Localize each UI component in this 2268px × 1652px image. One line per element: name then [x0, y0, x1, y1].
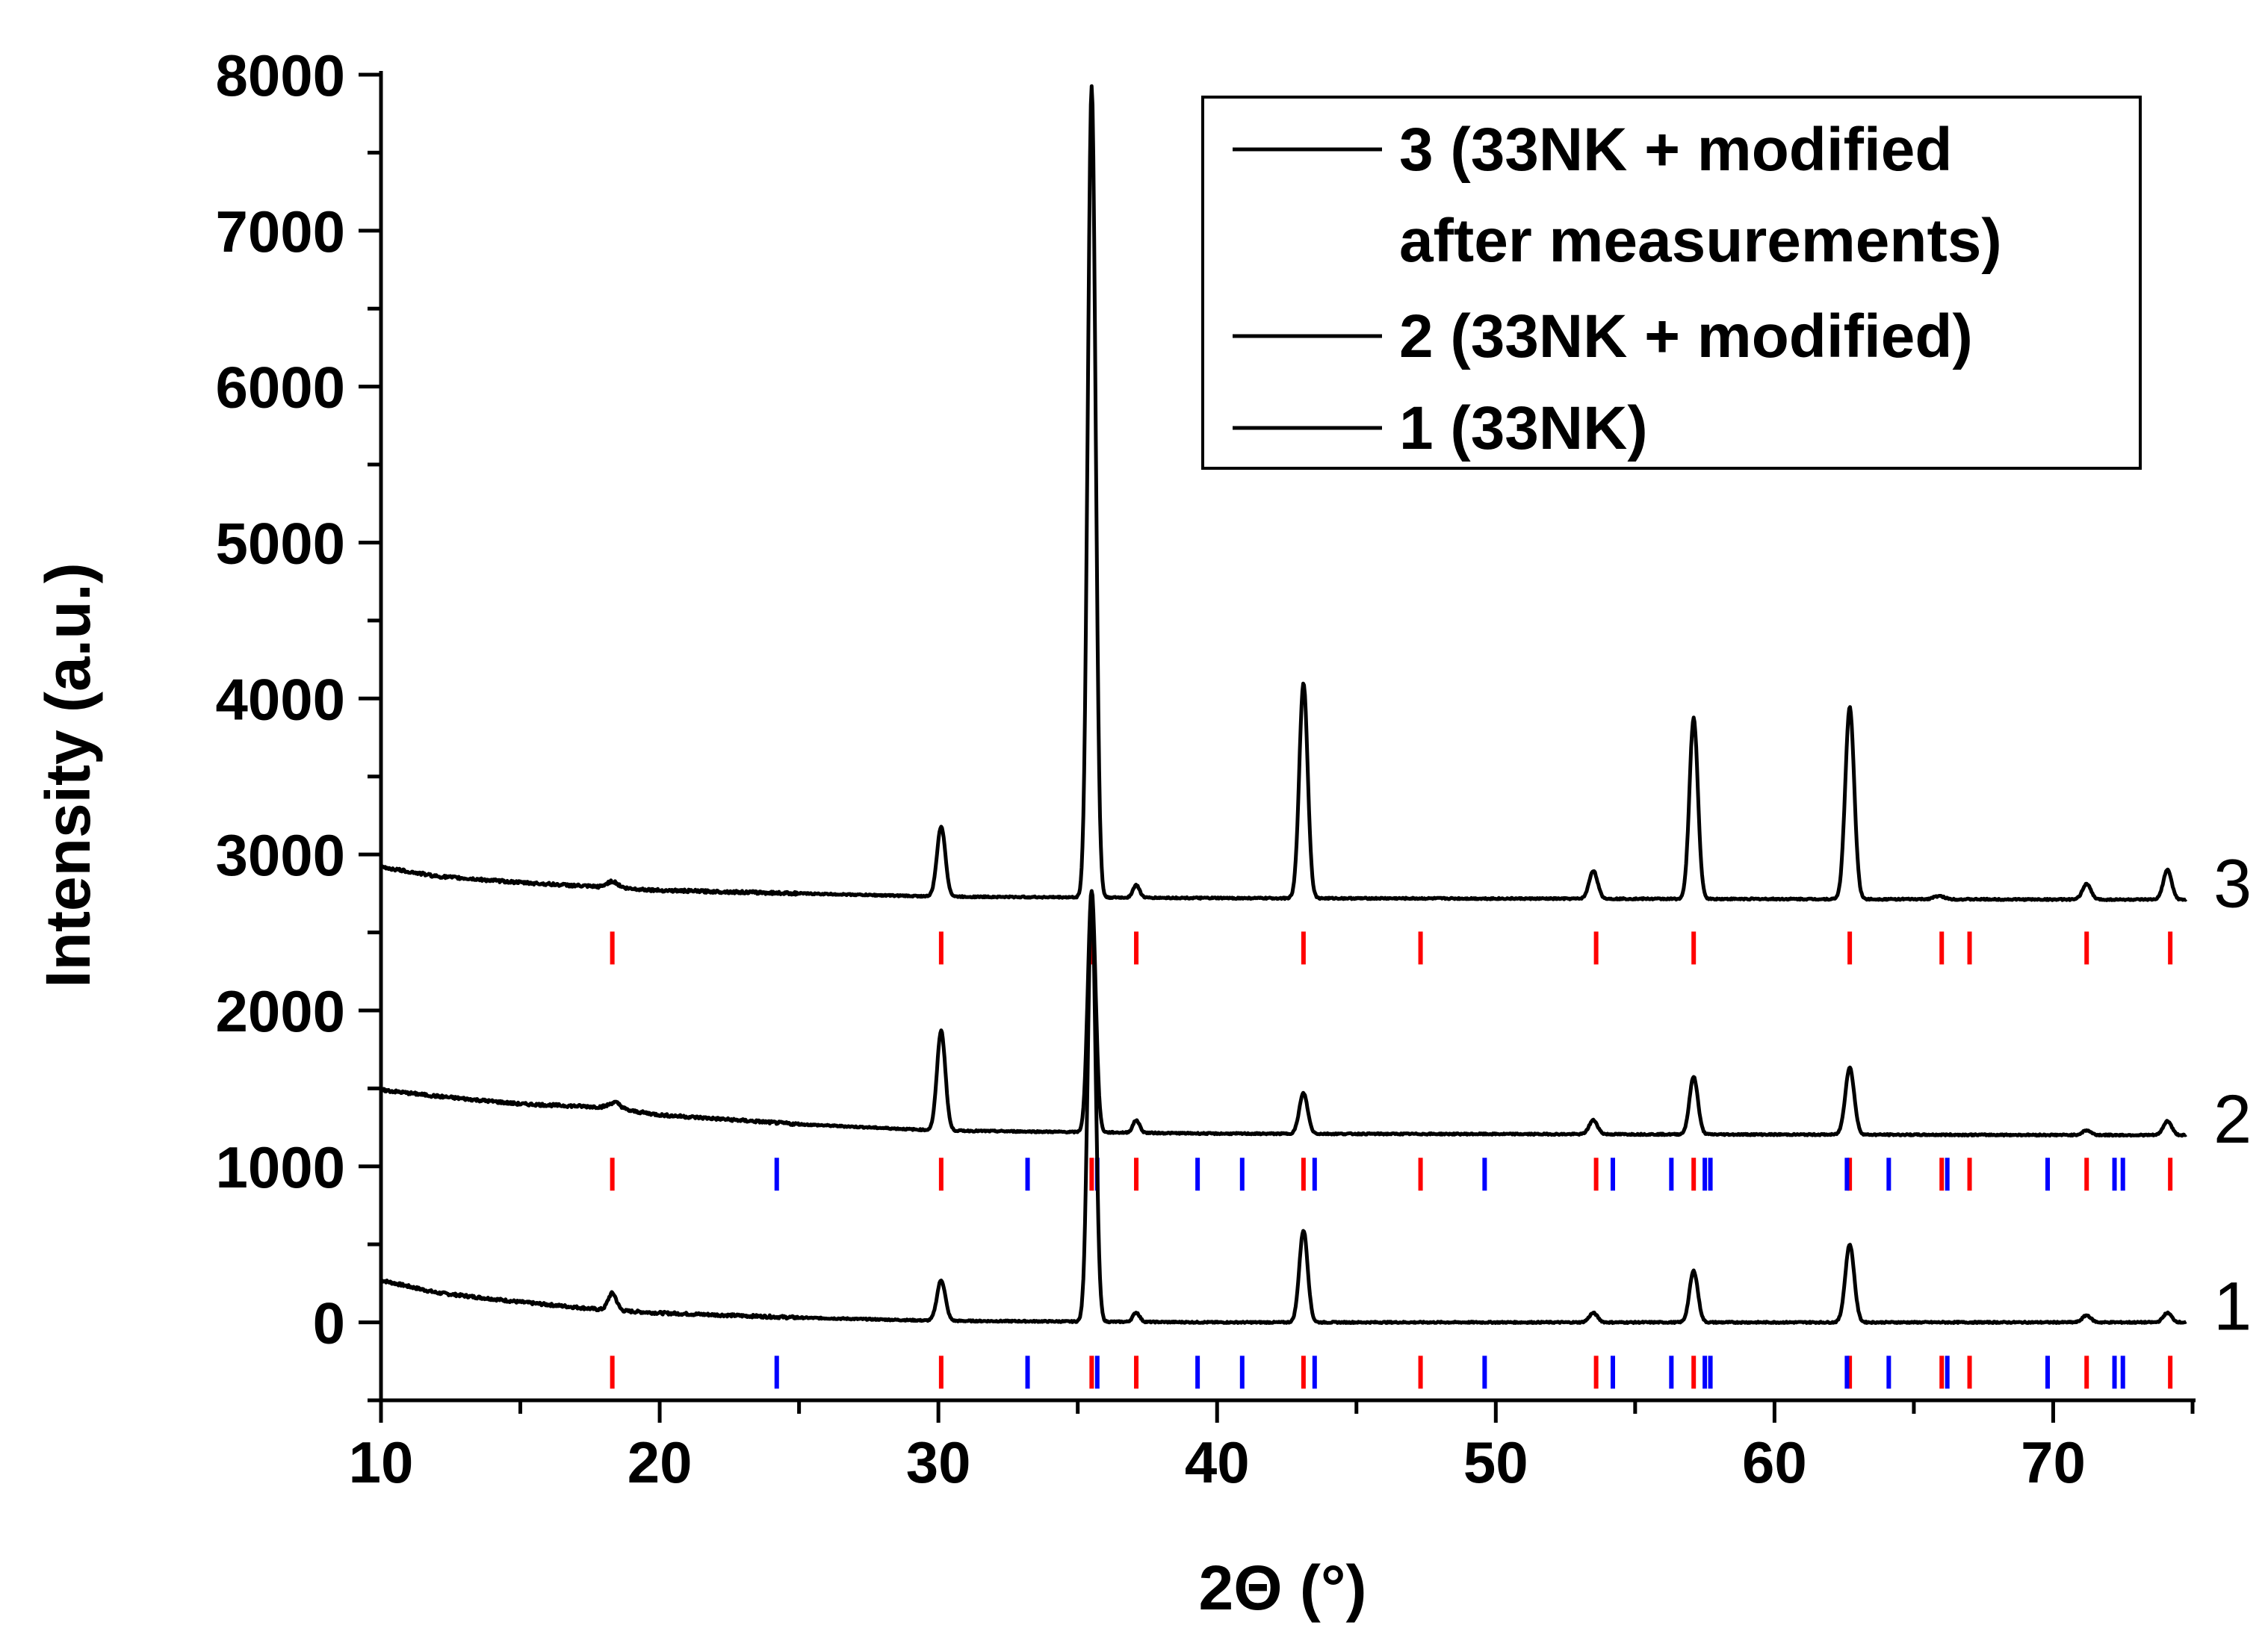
- y-tick-label: 3000: [215, 822, 345, 888]
- curve-end-label: 3: [2213, 846, 2252, 922]
- x-tick-label: 40: [1185, 1429, 1250, 1495]
- y-tick-label: 6000: [215, 355, 345, 420]
- series-curve-1: [379, 890, 2187, 1325]
- y-tick-label: 8000: [215, 43, 345, 108]
- curve-end-label: 2: [2213, 1081, 2252, 1158]
- y-tick-label: 0: [313, 1291, 345, 1356]
- x-tick-label: 50: [1463, 1429, 1528, 1495]
- legend-label: 1 (33NK): [1399, 394, 1648, 462]
- x-tick-label: 10: [349, 1429, 414, 1495]
- y-axis-title: Intensity (a.u.): [33, 562, 103, 987]
- y-tick-label: 5000: [215, 510, 345, 576]
- legend-label-line2: after measurements): [1399, 207, 2002, 275]
- series-curve-3: [379, 84, 2188, 902]
- legend-box: [1201, 96, 2142, 470]
- reference-markers: [610, 931, 2173, 1389]
- x-tick-label: 30: [906, 1429, 971, 1495]
- x-tick-label: 20: [628, 1429, 693, 1495]
- y-tick-label: 7000: [215, 199, 345, 264]
- y-tick-label: 2000: [215, 978, 345, 1044]
- curve-end-label: 1: [2213, 1269, 2252, 1345]
- x-axis-title: 2Θ (°): [1199, 1553, 1367, 1623]
- y-tick-label: 1000: [215, 1134, 345, 1200]
- legend-label: 2 (33NK + modified): [1399, 302, 1973, 370]
- curves: 1 2 3: [379, 84, 2252, 1345]
- x-tick-label: 70: [2021, 1429, 2086, 1495]
- x-tick-label: 60: [1742, 1429, 1807, 1495]
- series-curve-2: [379, 889, 2187, 1138]
- legend-label: 3 (33NK + modified: [1399, 116, 1952, 184]
- legend: 3 (33NK + modified after measurements) 2 (…: [1201, 96, 2142, 470]
- y-tick-label: 4000: [215, 666, 345, 732]
- axes: 0 1000 2000 3000 4000 5000 6000 7000 8000 10 20 30 4…: [215, 43, 2196, 1495]
